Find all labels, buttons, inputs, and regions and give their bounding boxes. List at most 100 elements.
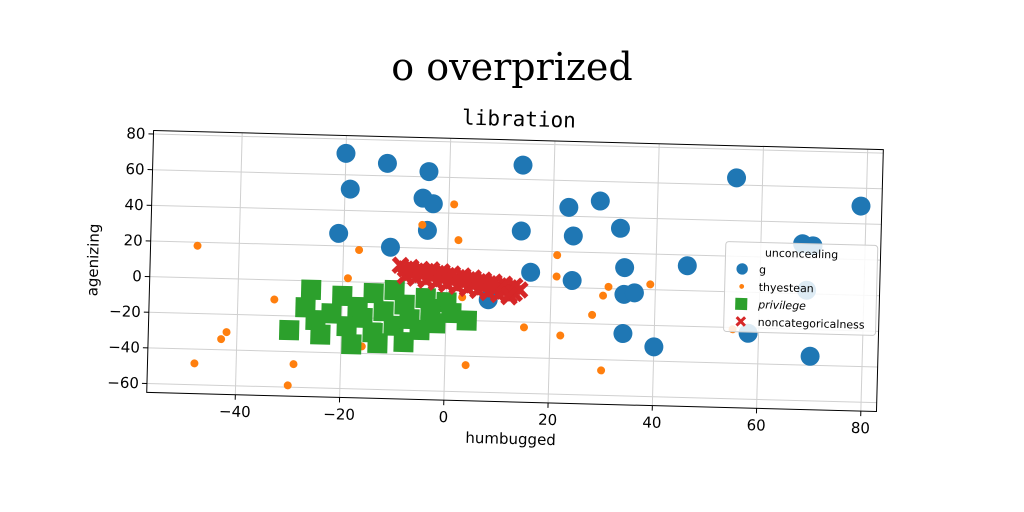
point-g [513,155,533,175]
y-grid-line [153,133,884,154]
point-thyestean [604,282,613,291]
y-grid-line [147,347,878,368]
y-tick-label: −60 [107,373,139,392]
point-thyestean [222,328,231,337]
point-thyestean [646,280,655,289]
point-privilege [420,298,441,320]
point-g [613,324,633,344]
point-g [727,168,747,188]
y-grid-line [152,169,883,190]
point-privilege [441,302,462,324]
point-g [800,346,820,366]
legend-marker-g [736,263,748,275]
point-privilege [321,303,342,324]
point-privilege [336,316,357,337]
series-g [329,143,871,366]
figure-suptitle: o overprized [391,45,632,89]
axis-ticks: −40 −20 0 20 40 60 80 −60 −40 −20 0 20 40 60 80 [107,124,871,437]
series-noncategoricalness [391,256,529,306]
y-tick-label: 40 [124,196,144,214]
point-privilege [363,282,384,304]
point-thyestean [519,323,528,332]
point-g [380,237,400,257]
point-privilege [278,319,300,341]
legend-marker-thyestean [739,284,745,289]
point-privilege [300,279,322,300]
point-g [615,258,635,278]
legend-entry-g: g [759,263,766,276]
plot-frame [146,129,884,413]
plot-area [146,130,884,412]
point-thyestean [552,272,561,281]
x-tick-label: 60 [746,416,766,434]
point-thyestean [599,291,608,300]
point-g [336,143,356,163]
legend-box [723,241,879,336]
legend-title: unconcealing [765,247,839,262]
point-privilege [341,334,362,355]
point-g [521,262,541,282]
x-grid-line [234,132,243,395]
point-g [511,221,531,241]
point-thyestean [217,335,226,344]
x-grid-line [547,140,556,403]
y-tick-label: −20 [109,302,141,321]
x-tick-label: 80 [851,419,871,437]
point-g [563,226,583,246]
x-grid-line [339,135,347,398]
series-thyestean [190,200,737,390]
point-g [624,283,644,303]
y-tick-label: 20 [123,231,143,249]
point-thyestean [588,310,597,319]
point-g [590,191,610,211]
point-g [677,256,697,276]
y-grid-line [151,204,882,225]
y-tick-label: −40 [108,338,140,357]
point-privilege [367,332,388,354]
legend-marker-noncategoricalness [735,316,747,327]
point-privilege [456,310,478,331]
point-thyestean [597,366,606,375]
point-g [851,196,871,216]
point-noncategoricalness [500,286,519,304]
point-thyestean [193,241,202,250]
point-thyestean [553,251,562,260]
point-thyestean [556,331,565,340]
chart-title: libration [462,106,576,133]
point-thyestean [190,359,199,368]
y-grid-line [146,382,877,404]
point-privilege [393,331,414,353]
point-g [423,194,443,214]
point-g [340,179,360,199]
point-noncategoricalness-stroke [500,286,519,304]
point-thyestean [450,200,459,209]
point-g [644,337,664,357]
plot-group: libration −40 −20 0 20 40 60 80 −60 −40 −20 0 20 40 6… [83,106,884,449]
point-thyestean [343,274,352,283]
y-tick-label: 0 [132,267,142,285]
legend-entry-noncategoricalness: noncategoricalness [758,316,865,332]
y-axis-label: agenizing [83,223,103,296]
point-thyestean [458,293,467,302]
point-thyestean [289,360,298,369]
legend-marker-privilege [735,297,748,311]
point-privilege [399,308,420,330]
point-g [559,197,579,217]
point-g [610,218,630,238]
point-thyestean [270,295,279,304]
point-thyestean [454,236,463,245]
point-g [419,162,439,182]
point-privilege [352,307,373,329]
point-thyestean [418,220,427,229]
y-tick-label: 60 [125,160,145,178]
point-privilege [383,315,404,337]
point-g [562,271,582,291]
series-privilege [278,279,478,355]
legend-entry-privilege: privilege [757,298,806,312]
x-tick-label: 40 [642,413,662,431]
point-privilege [305,309,326,331]
x-tick-label: 0 [438,408,448,426]
x-grid-line [651,143,660,406]
point-g [377,153,397,173]
